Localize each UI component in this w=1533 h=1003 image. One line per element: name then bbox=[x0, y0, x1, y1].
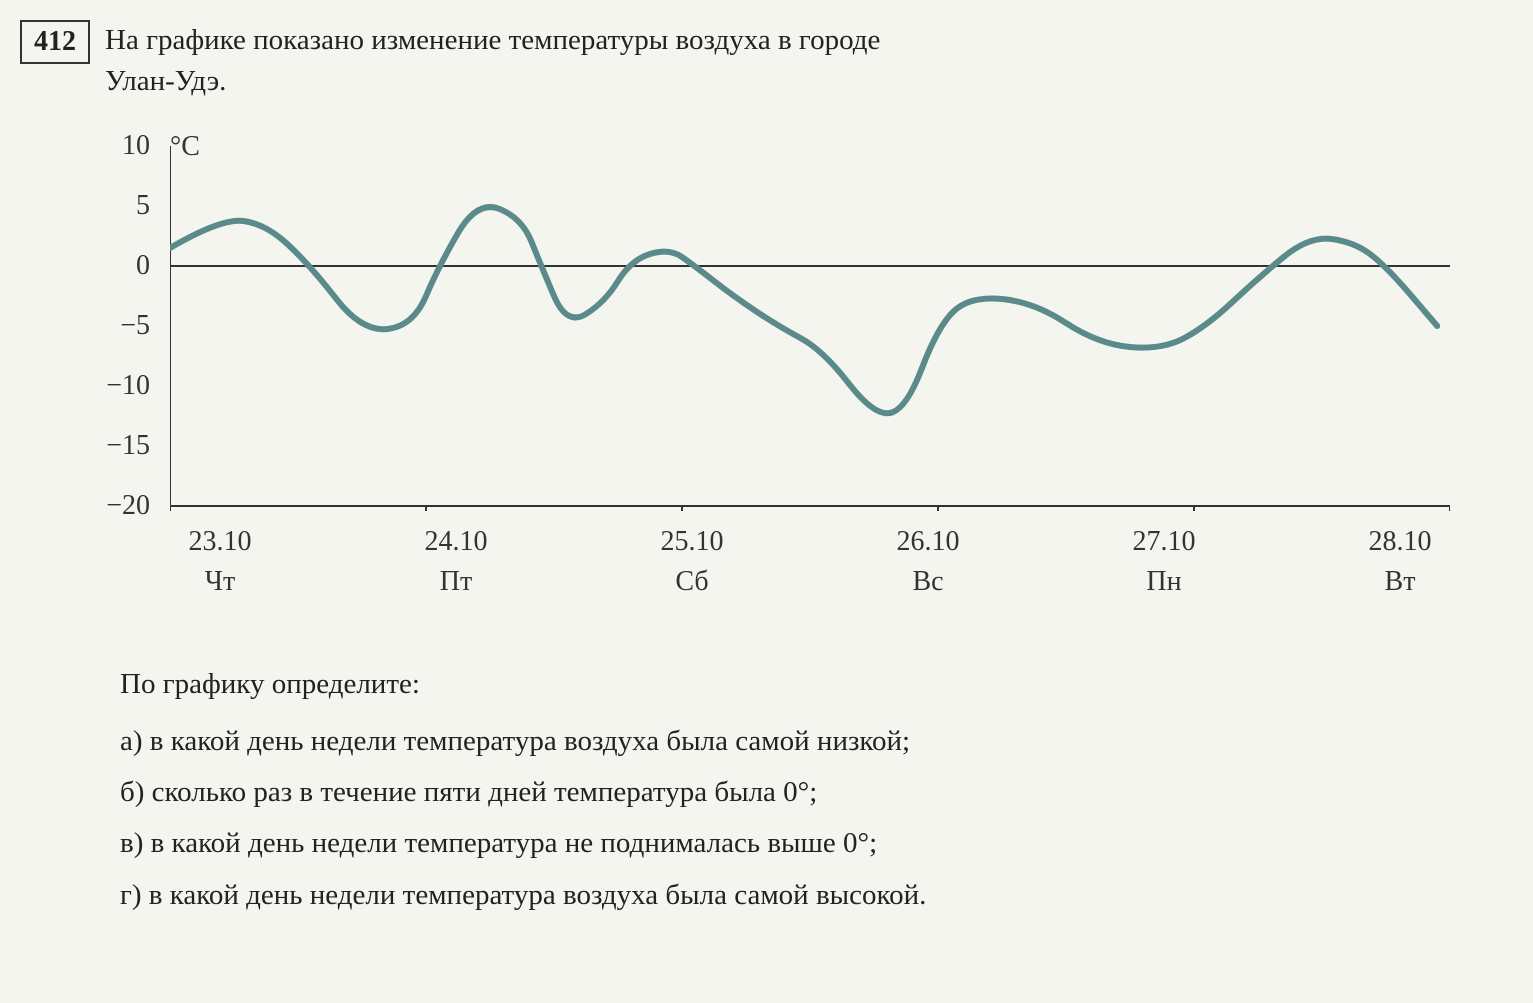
y-label-neg5: −5 bbox=[120, 310, 150, 342]
y-label-neg15: −15 bbox=[106, 430, 150, 462]
temperature-line bbox=[170, 207, 1437, 413]
question-c: в) в какой день недели температура не по… bbox=[120, 820, 1513, 866]
x-axis-days: Чт Пт Сб Вс Пн Вт bbox=[170, 566, 1450, 598]
question-b: б) сколько раз в течение пяти дней темпе… bbox=[120, 769, 1513, 815]
x-date-2: 25.10 bbox=[642, 526, 742, 558]
y-axis-labels: 10 5 0 −5 −10 −15 −20 bbox=[80, 131, 160, 511]
x-day-4: Пн bbox=[1114, 566, 1214, 598]
questions-block: По графику определите: а) в какой день н… bbox=[120, 661, 1513, 918]
y-label-10: 10 bbox=[122, 130, 150, 162]
x-day-5: Вт bbox=[1350, 566, 1450, 598]
intro-line2: Улан-Удэ. bbox=[105, 65, 226, 97]
question-intro: По графику определите: bbox=[120, 661, 1513, 707]
x-date-3: 26.10 bbox=[878, 526, 978, 558]
exercise-header: 412 На графике показано изменение темпер… bbox=[20, 20, 1513, 101]
temperature-chart: °C 10 5 0 −5 −10 −15 −20 23.10 bbox=[80, 131, 1480, 581]
question-d: г) в какой день недели температура возду… bbox=[120, 872, 1513, 918]
x-date-4: 27.10 bbox=[1114, 526, 1214, 558]
x-date-1: 24.10 bbox=[406, 526, 506, 558]
y-label-neg10: −10 bbox=[106, 370, 150, 402]
x-date-5: 28.10 bbox=[1350, 526, 1450, 558]
x-day-1: Пт bbox=[406, 566, 506, 598]
y-label-neg20: −20 bbox=[106, 490, 150, 522]
y-label-5: 5 bbox=[136, 190, 150, 222]
exercise-intro: На графике показано изменение температур… bbox=[105, 20, 1513, 101]
x-axis-dates: 23.10 24.10 25.10 26.10 27.10 28.10 bbox=[170, 526, 1450, 558]
x-day-0: Чт bbox=[170, 566, 270, 598]
exercise-number-box: 412 bbox=[20, 20, 90, 64]
x-date-0: 23.10 bbox=[170, 526, 270, 558]
x-day-2: Сб bbox=[642, 566, 742, 598]
y-label-0: 0 bbox=[136, 250, 150, 282]
question-a: а) в какой день недели температура возду… bbox=[120, 718, 1513, 764]
intro-line1: На графике показано изменение температур… bbox=[105, 24, 880, 56]
x-day-3: Вс bbox=[878, 566, 978, 598]
chart-svg bbox=[170, 146, 1450, 511]
